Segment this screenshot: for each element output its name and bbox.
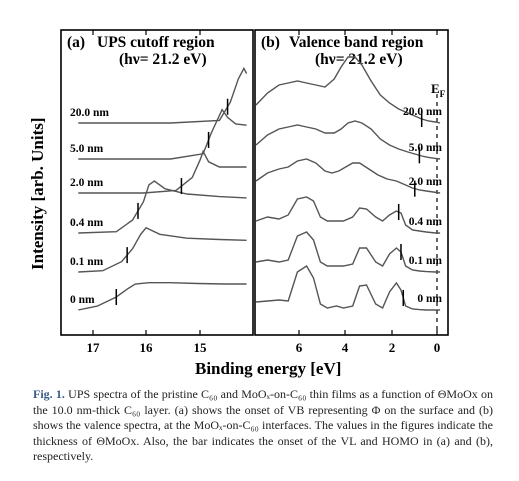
panel-b-subtitle: (hν= 21.2 eV): [315, 51, 403, 68]
panel-a-series-line: [78, 180, 247, 234]
panel-a-series-line: [78, 149, 247, 194]
panel-b-tick-label: 4: [342, 340, 349, 355]
panel-a-tick-label: 16: [140, 340, 154, 355]
panel-a-thickness-label: 20.0 nm: [70, 107, 109, 119]
panel-b-thickness-label: 2.0 nm: [409, 176, 443, 188]
panel-b-plot: 0 nm 0.1 nm 0.4 nm 2.0 nm 5.0 nm 20.0 nm 6 4 2 0: [255, 30, 443, 355]
panel-a-thickness-label: 2.0 nm: [70, 177, 104, 189]
caption-label: Fig. 1.: [33, 387, 65, 401]
x-axis-title: Binding energy [eV]: [195, 359, 341, 378]
panel-a-thickness-label: 0.4 nm: [70, 217, 104, 229]
figure-caption: Fig. 1. UPS spectra of the pristine C₆₀ …: [33, 387, 493, 465]
panel-b-tick-label: 6: [296, 340, 303, 355]
panel-b-series-line: [255, 120, 441, 160]
panel-b-tick-label: 2: [389, 340, 396, 355]
panel-b-thickness-label: 5.0 nm: [409, 142, 443, 154]
panel-a-frame: [60, 29, 254, 336]
y-axis-title: Intensity [arb. Units]: [28, 117, 47, 270]
panel-a-series-line: [78, 226, 247, 273]
panel-a-subtitle: (hν= 21.2 eV): [119, 51, 207, 68]
panel-a-thickness-label: 0.1 nm: [70, 256, 104, 268]
panel-a-title: UPS cutoff region: [97, 34, 215, 51]
panel-a-tick-label: 17: [87, 340, 101, 355]
panel-a-label: (a): [67, 34, 85, 51]
panel-b-label: (b): [261, 34, 280, 51]
panel-b-thickness-label: 0.4 nm: [409, 216, 443, 228]
panel-b-series-line: [255, 196, 441, 234]
panel-a-series-line: [78, 108, 247, 160]
panel-a-thickness-label: 5.0 nm: [70, 143, 104, 155]
panel-a-thickness-label: 0 nm: [70, 294, 95, 306]
fermi-level-label: EF: [431, 81, 446, 99]
panel-a-series-line: [78, 66, 248, 124]
panel-a-tick-label: 15: [194, 340, 208, 355]
panel-b-series-line: [255, 56, 441, 124]
panel-a-plot: 0 nm 0.1 nm 0.4 nm 2.0 nm 5.0 nm 20.0 nm 17 16 1…: [70, 30, 248, 355]
panel-b-thickness-label: 20.0 nm: [403, 106, 442, 118]
panel-b-frame: [254, 29, 449, 336]
panel-a-series-line: [78, 282, 247, 311]
panel-b-thickness-label: 0 nm: [417, 293, 442, 305]
ups-figure: (a) UPS cutoff region (hν= 21.2 eV) (b) …: [28, 29, 449, 378]
panel-b-series-line: [255, 231, 441, 273]
panel-b-tick-label: 0: [434, 340, 441, 355]
panel-b-title: Valence band region: [289, 34, 424, 51]
caption-text: UPS spectra of the pristine C₆₀ and MoOₓ…: [33, 387, 494, 463]
panel-b-thickness-label: 0.1 nm: [409, 255, 443, 267]
panel-b-series-line: [255, 265, 441, 311]
